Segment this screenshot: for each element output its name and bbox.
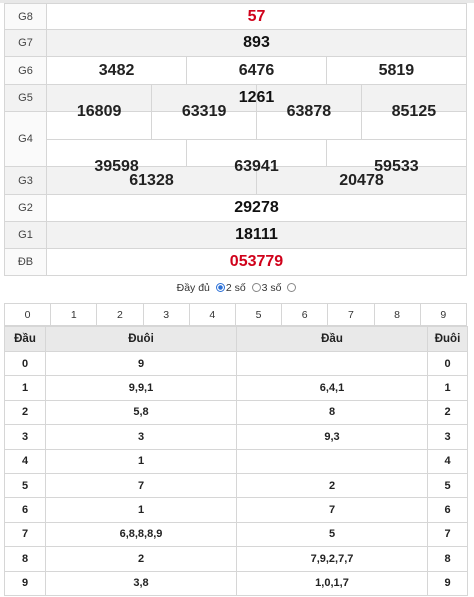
digit-tab[interactable]: 0 <box>3 303 52 326</box>
cell-duoi2: 4 <box>427 448 468 474</box>
header-dau: Đầu <box>236 326 428 352</box>
digit-tab[interactable]: 6 <box>281 303 329 326</box>
prize-g2-value: 29278 <box>46 194 467 222</box>
cell-dau2: 2 <box>236 472 428 499</box>
prize-g6-value: 5819 <box>325 57 466 84</box>
prize-db-value: 053779 <box>46 248 467 276</box>
cell-dau: 3 <box>4 424 46 450</box>
table-row: 2 5,8 8 2 <box>4 399 468 426</box>
table-row: 3 3 9,3 3 <box>4 424 468 450</box>
prize-g6-value: 3482 <box>98 61 135 79</box>
table-row: 1 9,9,1 6,4,1 1 <box>4 375 468 401</box>
prize-g3-value: 20478 <box>256 167 466 194</box>
digit-tab[interactable]: 9 <box>419 303 468 326</box>
top-bar <box>0 0 474 3</box>
cell-duoi2: 3 <box>427 424 468 450</box>
radio-three-digits[interactable] <box>251 283 261 292</box>
cell-duoi: 6,8,8,8,9 <box>45 521 237 548</box>
radio-two-digits[interactable] <box>215 283 225 292</box>
header-dau: Đầu <box>4 326 46 352</box>
cell-dau: 4 <box>4 448 46 474</box>
table-row: 9 3,8 1,0,1,7 9 <box>4 570 468 596</box>
cell-duoi: 3,8 <box>45 570 237 596</box>
table-row: 7 6,8,8,8,9 5 7 <box>4 521 468 548</box>
cell-dau: 6 <box>4 497 46 523</box>
header-duoi: Đuôi <box>45 326 237 352</box>
cell-dau2: 5 <box>236 521 428 548</box>
option-two-label[interactable]: 2 số <box>225 282 246 294</box>
prize-label-db: ĐB <box>4 248 47 276</box>
digit-tab[interactable]: 5 <box>234 303 283 326</box>
cell-dau2: 9,3 <box>236 424 428 450</box>
prize-label-g6: G6 <box>4 56 47 85</box>
digit-tab[interactable]: 2 <box>96 303 144 326</box>
prize-label-g4: G4 <box>4 111 47 167</box>
cell-dau: 0 <box>4 350 46 377</box>
cell-duoi: 9 <box>45 350 237 377</box>
header-duoi: Đuôi <box>427 326 468 352</box>
digit-tab[interactable]: 8 <box>373 303 421 326</box>
option-three-label[interactable]: 3 số <box>261 282 282 294</box>
prize-label-g2: G2 <box>4 194 47 222</box>
prize-g8-value: 57 <box>46 3 467 30</box>
digit-tab[interactable]: 3 <box>142 303 190 326</box>
prize-label-g3: G3 <box>4 166 47 195</box>
cell-dau: 2 <box>4 399 46 426</box>
cell-dau: 5 <box>4 472 46 499</box>
cell-dau: 8 <box>4 546 46 572</box>
cell-dau2 <box>236 350 428 377</box>
prize-label-g7: G7 <box>4 29 47 57</box>
prize-g1-value: 18111 <box>46 221 467 249</box>
cell-duoi2: 8 <box>427 546 468 572</box>
cell-dau: 9 <box>4 570 46 596</box>
head-tail-table: Đầu Đuôi Đầu Đuôi 0 9 0 1 9,9,1 6,4,1 1 2 5,8 8 2 3… <box>4 326 468 596</box>
prize-g6-value: 6476 <box>186 57 327 84</box>
prize-g4-value: 85125 <box>360 85 466 139</box>
cell-duoi2: 0 <box>427 350 468 377</box>
cell-duoi: 3 <box>45 424 237 450</box>
cell-dau: 1 <box>4 375 46 401</box>
prize-label-g1: G1 <box>4 221 47 249</box>
digit-filter-bar: 0 1 2 3 4 5 6 7 8 9 <box>3 303 468 326</box>
cell-duoi: 1 <box>45 497 237 523</box>
cell-dau2: 7,9,2,7,7 <box>236 546 428 572</box>
radio-extra[interactable] <box>287 283 297 292</box>
prize-g4-value: 16809 <box>76 103 122 120</box>
cell-duoi2: 6 <box>427 497 468 523</box>
display-options: Đầy đủ 2 số 3 số <box>0 282 474 294</box>
cell-dau2: 7 <box>236 497 428 523</box>
prize-g7-value: 893 <box>46 29 467 57</box>
cell-dau2: 1,0,1,7 <box>236 570 428 596</box>
digit-tab[interactable]: 4 <box>188 303 236 326</box>
digit-tab[interactable]: 7 <box>327 303 375 326</box>
cell-duoi: 7 <box>45 472 237 499</box>
prize-label-g5: G5 <box>4 84 47 112</box>
cell-dau2 <box>236 448 428 474</box>
prize-g4-value: 39598 <box>94 157 139 175</box>
cell-duoi: 9,9,1 <box>45 375 237 401</box>
digit-tab[interactable]: 1 <box>50 303 98 326</box>
cell-duoi2: 5 <box>427 472 468 499</box>
prize-g3-value: 61328 <box>47 167 257 194</box>
cell-dau2: 6,4,1 <box>236 375 428 401</box>
cell-duoi2: 7 <box>427 521 468 548</box>
cell-duoi: 2 <box>45 546 237 572</box>
cell-duoi: 5,8 <box>45 399 237 426</box>
table-row: 8 2 7,9,2,7,7 8 <box>4 546 468 572</box>
option-full-label[interactable]: Đầy đủ <box>176 282 210 294</box>
cell-duoi2: 9 <box>427 570 468 596</box>
results-table: G8 57 G7 893 G6 3482 6476 5819 G5 1261 G… <box>4 3 467 276</box>
cell-duoi: 1 <box>45 448 237 474</box>
cell-duoi2: 1 <box>427 375 468 401</box>
cell-duoi2: 2 <box>427 399 468 426</box>
cell-dau2: 8 <box>236 399 428 426</box>
cell-dau: 7 <box>4 521 46 548</box>
prize-label-g8: G8 <box>4 3 47 30</box>
